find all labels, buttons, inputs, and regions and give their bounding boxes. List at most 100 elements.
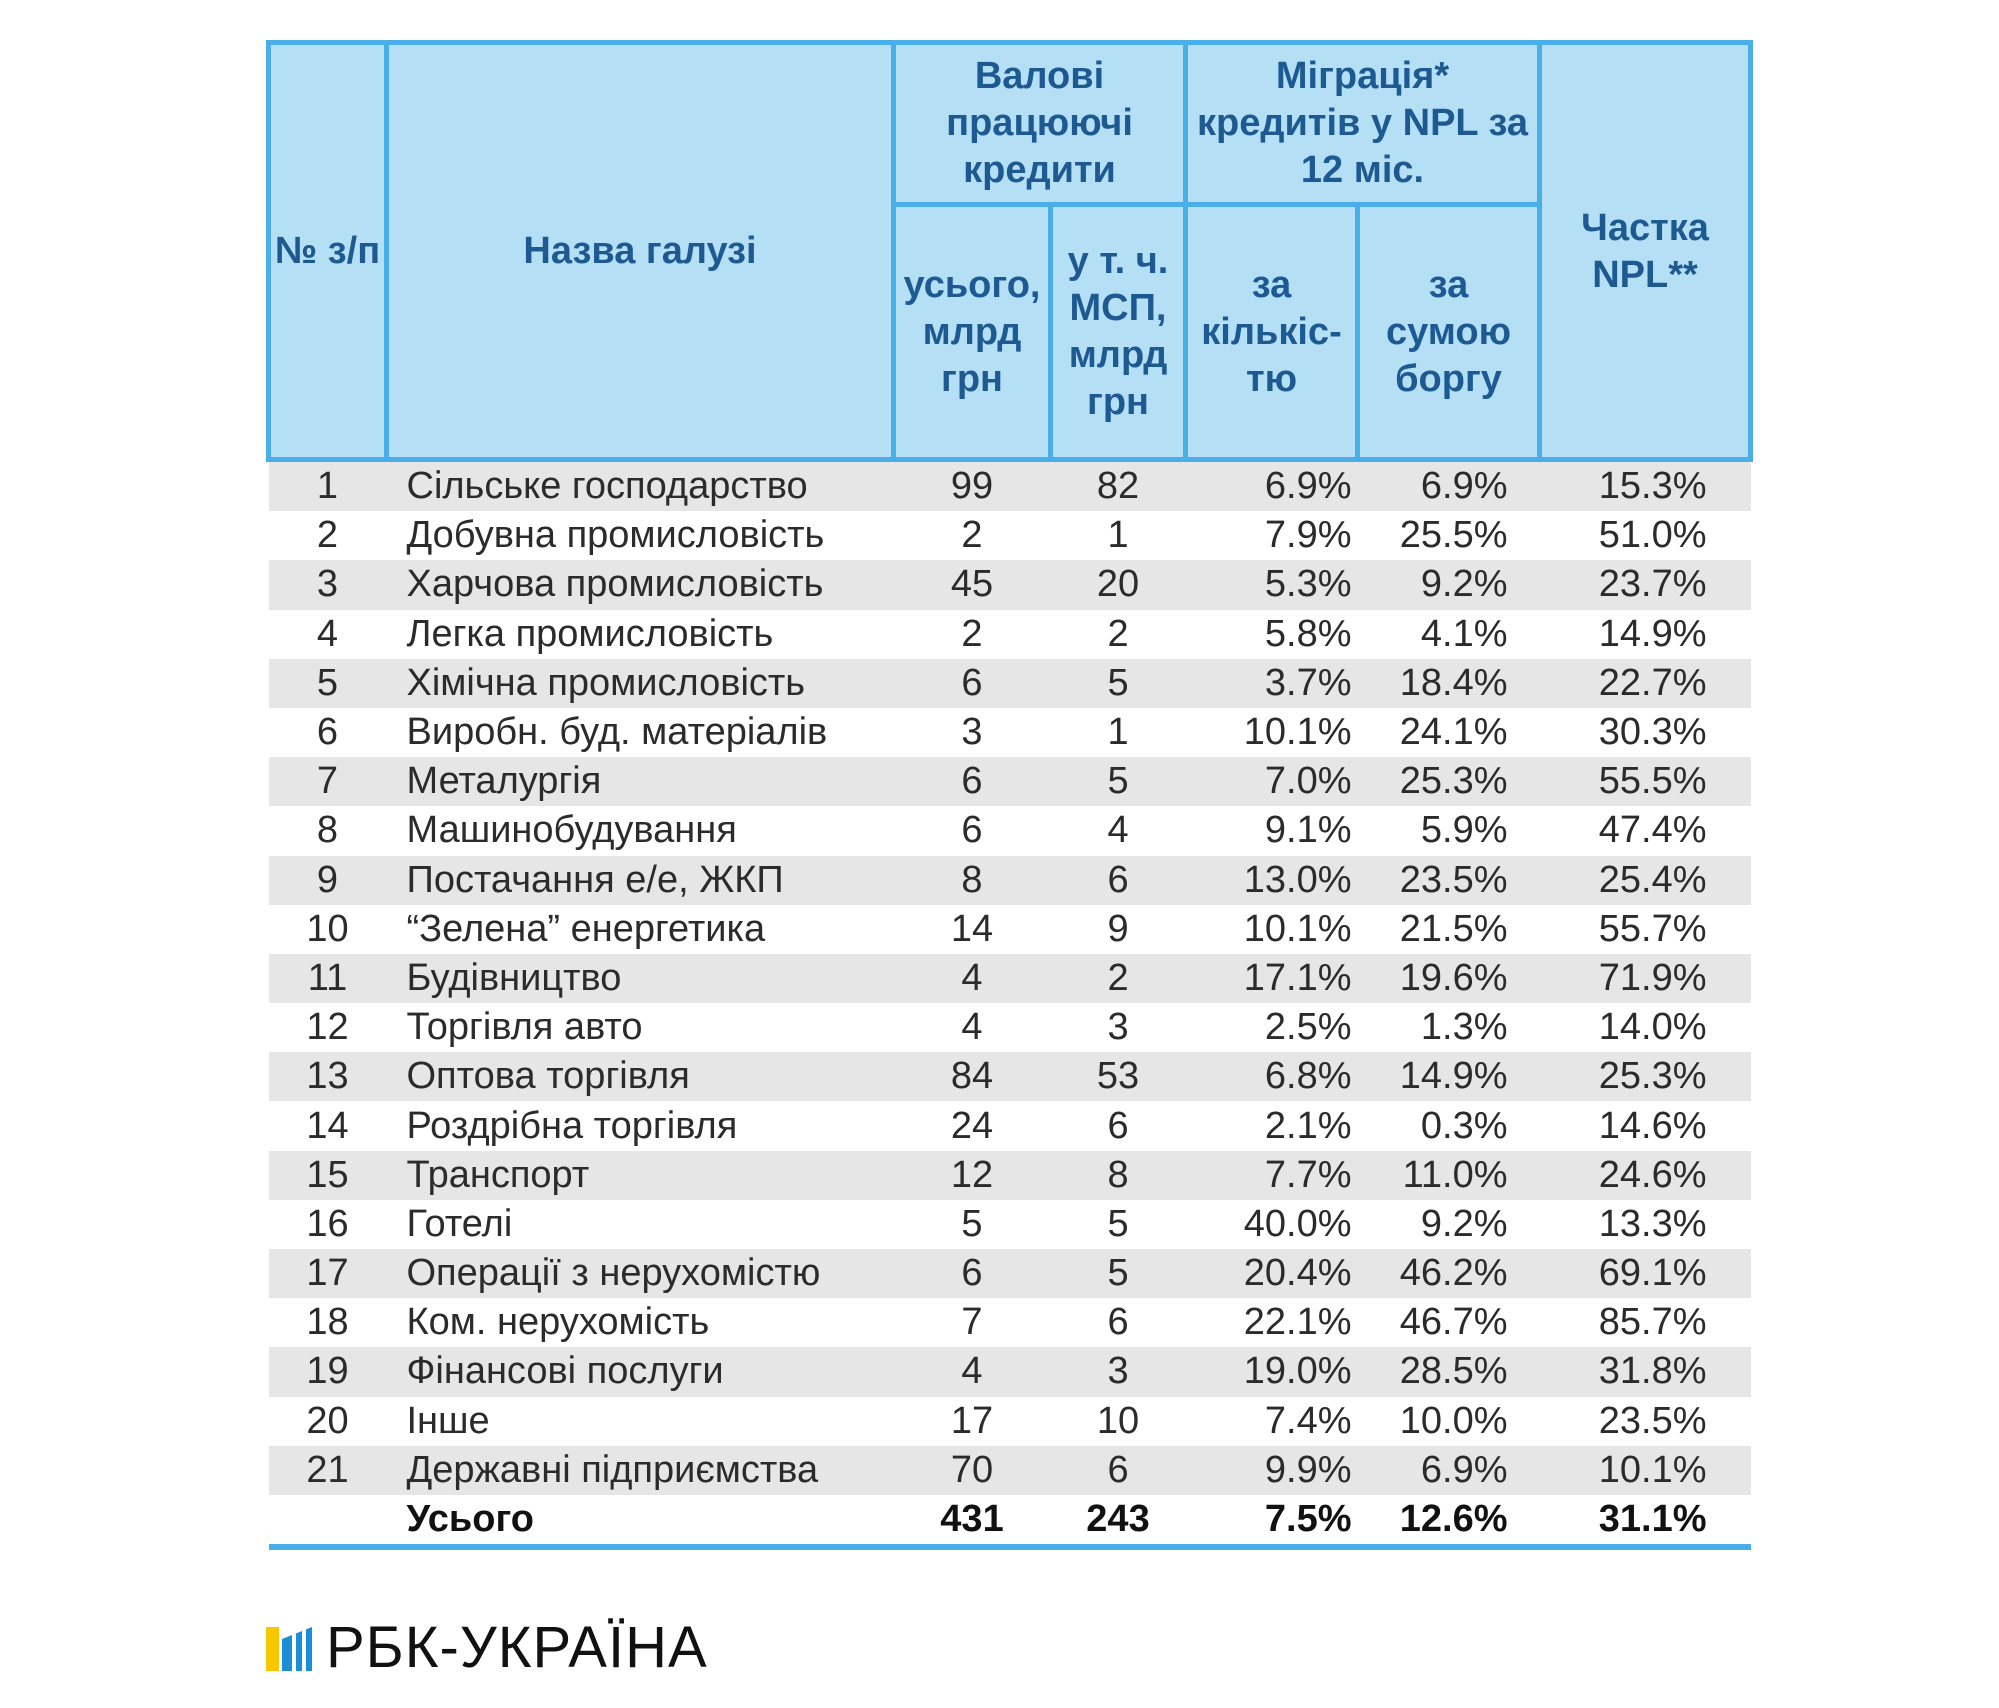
cell-npl-share: 47.4% xyxy=(1598,809,1707,852)
header-num: № з/п xyxy=(266,40,389,462)
header-total: усього, млрд грн xyxy=(891,202,1053,462)
cell-gross-total: 99 xyxy=(893,459,1051,512)
cell-migration-count: 7.9% xyxy=(1264,514,1352,557)
cell-industry-name: Машинобудування xyxy=(406,809,737,852)
cell-gross-total: 45 xyxy=(893,560,1051,610)
cell-industry-name: Виробн. буд. матеріалів xyxy=(406,711,828,754)
cell-migration-amount: 25.5% xyxy=(1399,514,1508,557)
cell-npl-share: 14.0% xyxy=(1598,1006,1707,1049)
cell-migration-count: 17.1% xyxy=(1185,953,1358,1004)
cell-gross-total: 24 xyxy=(950,1104,994,1147)
cell-gross-msp: 6 xyxy=(1107,1104,1129,1147)
cell-gross-msp: 2 xyxy=(1107,612,1129,655)
cell-industry-name: Харчова промисловість xyxy=(386,560,894,610)
cell-gross-msp: 10 xyxy=(1096,1399,1140,1442)
cell-num: 3 xyxy=(268,560,387,610)
cell-num: 10 xyxy=(306,907,349,950)
table-row: 5 Хімічна промисловість 6 5 3.7% 18.4% 22.7% xyxy=(268,658,1751,708)
cell-migration-amount: 21.5% xyxy=(1399,907,1508,950)
cell-gross-total: 17 xyxy=(950,1399,994,1442)
table-total-row: Усього 431 243 7.5% 12.6% 31.1% xyxy=(268,1494,1751,1547)
cell-num: 15 xyxy=(268,1150,387,1200)
cell-migration-amount: 6.9% xyxy=(1357,1445,1540,1495)
brand-logo: РБК-УКРАЇНА xyxy=(266,1618,708,1678)
cell-migration-count: 10.1% xyxy=(1243,711,1352,754)
cell-gross-total: 4 xyxy=(961,1006,983,1049)
cell-npl-share: 13.3% xyxy=(1598,1202,1707,1245)
cell-npl-share: 55.7% xyxy=(1598,907,1707,950)
cell-num: 11 xyxy=(268,953,387,1004)
cell-gross-total: 6 xyxy=(893,658,1051,708)
cell-gross-total: 6 xyxy=(893,1249,1051,1299)
cell-gross-msp: 20 xyxy=(1050,560,1186,610)
table-row: 20 Інше 17 10 7.4% 10.0% 23.5% xyxy=(269,1397,1751,1446)
cell-npl-share: 10.1% xyxy=(1539,1445,1751,1495)
header-migration: Міграція* кредитів у NPL за 12 міс. xyxy=(1183,40,1543,207)
cell-migration-amount: 9.2% xyxy=(1420,1202,1508,1245)
cell-gross-msp: 9 xyxy=(1107,907,1129,950)
table-row: 16 Готелі 5 5 40.0% 9.2% 13.3% xyxy=(269,1200,1751,1249)
cell-num: 20 xyxy=(306,1399,349,1442)
cell-migration-amount: 4.1% xyxy=(1420,612,1508,655)
total-cell-num xyxy=(268,1494,387,1547)
cell-migration-amount: 24.1% xyxy=(1399,711,1508,754)
cell-npl-share: 23.7% xyxy=(1539,560,1751,610)
cell-gross-total: 8 xyxy=(893,855,1051,905)
cell-migration-count: 6.9% xyxy=(1185,459,1358,512)
cell-industry-name: Транспорт xyxy=(386,1150,894,1200)
table-row: 10 “Зелена” енергетика 14 9 10.1% 21.5% 55.7% xyxy=(269,905,1751,954)
cell-num: 8 xyxy=(316,809,339,852)
cell-migration-count: 13.0% xyxy=(1185,855,1358,905)
cell-gross-msp: 4 xyxy=(1107,809,1129,852)
cell-migration-amount: 1.3% xyxy=(1420,1006,1508,1049)
table-row: 7 Металургія 6 5 7.0% 25.3% 55.5% xyxy=(268,757,1751,807)
cell-npl-share: 25.4% xyxy=(1539,855,1751,905)
cell-industry-name: Ком. нерухомість xyxy=(406,1301,710,1344)
cell-migration-count: 6.8% xyxy=(1185,1052,1358,1102)
cell-npl-share: 71.9% xyxy=(1539,953,1751,1004)
cell-num: 12 xyxy=(306,1006,349,1049)
cell-migration-count: 20.4% xyxy=(1185,1249,1358,1299)
cell-industry-name: Легка промисловість xyxy=(406,612,774,655)
cell-gross-total: 70 xyxy=(893,1445,1051,1495)
cell-gross-msp: 3 xyxy=(1107,1006,1129,1049)
cell-num: 7 xyxy=(268,757,387,807)
cell-migration-count: 9.1% xyxy=(1264,809,1352,852)
cell-npl-share: 25.3% xyxy=(1539,1052,1751,1102)
cell-npl-share: 55.5% xyxy=(1539,757,1751,807)
table-row: 12 Торгівля авто 4 3 2.5% 1.3% 14.0% xyxy=(269,1003,1751,1052)
rbc-logo-icon xyxy=(266,1627,312,1671)
cell-migration-amount: 18.4% xyxy=(1357,658,1540,708)
total-cell-gross-msp: 243 xyxy=(1050,1494,1186,1547)
total-cell-migration-amount: 12.6% xyxy=(1357,1494,1540,1547)
table-row: 6 Виробн. буд. матеріалів 3 1 10.1% 24.1% 30.3… xyxy=(269,708,1751,757)
cell-gross-total: 2 xyxy=(961,612,983,655)
cell-gross-msp: 1 xyxy=(1107,711,1129,754)
cell-migration-amount: 46.2% xyxy=(1357,1249,1540,1299)
cell-gross-msp: 6 xyxy=(1107,1301,1129,1344)
cell-migration-amount: 23.5% xyxy=(1357,855,1540,905)
cell-migration-count: 2.5% xyxy=(1264,1006,1352,1049)
cell-migration-count: 19.0% xyxy=(1185,1347,1358,1397)
cell-npl-share: 69.1% xyxy=(1539,1249,1751,1299)
header-msp: у т. ч. МСП, млрд грн xyxy=(1047,202,1189,462)
cell-num: 2 xyxy=(316,514,339,557)
cell-num: 16 xyxy=(306,1202,349,1245)
cell-gross-total: 3 xyxy=(961,711,983,754)
cell-num: 19 xyxy=(268,1347,387,1397)
cell-migration-amount: 6.9% xyxy=(1357,459,1540,512)
cell-gross-msp: 6 xyxy=(1050,855,1186,905)
cell-num: 9 xyxy=(268,855,387,905)
cell-migration-amount: 19.6% xyxy=(1357,953,1540,1004)
cell-gross-total: 6 xyxy=(961,809,983,852)
cell-gross-total: 2 xyxy=(961,514,983,557)
brand-name: РБК-УКРАЇНА xyxy=(326,1615,708,1680)
header-by-amount: за сумою боргу xyxy=(1355,202,1543,462)
table-body: 1 Сільське господарство 99 82 6.9% 6.9% 15.3% 2… xyxy=(268,459,1751,1547)
cell-industry-name: “Зелена” енергетика xyxy=(406,907,766,950)
table-row: 19 Фінансові послуги 4 3 19.0% 28.5% 31.8% xyxy=(268,1347,1751,1397)
table-row: 13 Оптова торгівля 84 53 6.8% 14.9% 25.3% xyxy=(268,1052,1751,1102)
cell-industry-name: Готелі xyxy=(406,1202,513,1245)
cell-num: 18 xyxy=(306,1301,349,1344)
table-row: 9 Постачання е/е, ЖКП 8 6 13.0% 23.5% 25.4% xyxy=(268,855,1751,905)
